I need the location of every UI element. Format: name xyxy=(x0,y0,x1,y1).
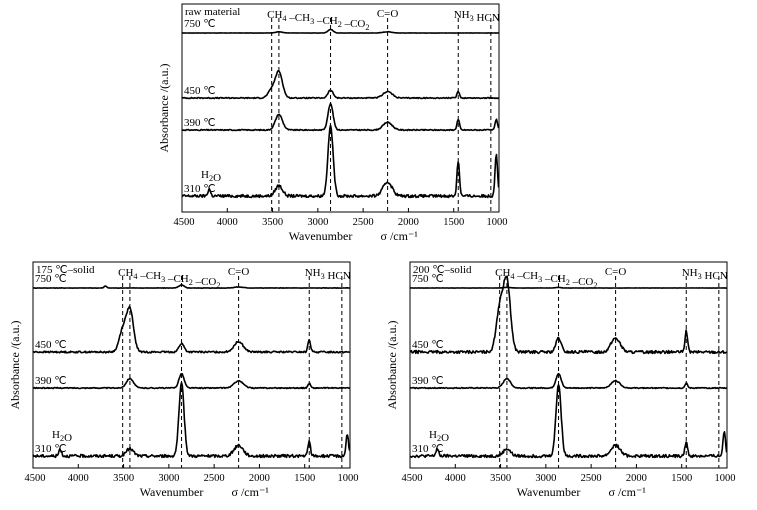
x-tick-label: 2500 xyxy=(581,473,602,484)
series-label: 450 ℃ xyxy=(35,339,67,351)
spectrum-line-3 xyxy=(409,372,728,390)
x-tick-label: 2500 xyxy=(204,473,225,484)
x-tick-label: 4500 xyxy=(25,473,46,484)
series-label: 310 ℃ xyxy=(184,183,216,195)
marker-label-co: C=O xyxy=(377,8,399,20)
series-label: 390 ℃ xyxy=(184,117,216,129)
spectrum-line-4 xyxy=(32,381,351,459)
plot-frame xyxy=(32,261,351,469)
x-tick-label: 1500 xyxy=(443,217,464,228)
y-axis-label: Absorbance /(a.u.) xyxy=(385,321,399,410)
x-tick-label: 4000 xyxy=(68,473,89,484)
x-axis-label: Wavenumber xyxy=(140,485,204,499)
x-tick-label: 1500 xyxy=(294,473,315,484)
y-axis-label: Absorbance /(a.u.) xyxy=(157,64,171,153)
series-label: 310 ℃ xyxy=(35,443,67,455)
x-tick-label: 1000 xyxy=(715,473,736,484)
marker-label-co: C=O xyxy=(228,266,250,278)
h2o-annotation: H2O xyxy=(429,429,449,444)
chart-panel-3: 4500 4000 3500 3000 2500 2000 1500 1000 Wavenumb… xyxy=(385,261,736,499)
x-tick-label: 2000 xyxy=(398,217,419,228)
spectrum-line-2 xyxy=(409,275,728,355)
marker-label-nh: NH3 HCN xyxy=(454,9,500,24)
x-tick-label: 2000 xyxy=(626,473,647,484)
x-axis-label: Wavenumber xyxy=(289,229,353,243)
x-tick-label: 2000 xyxy=(249,473,270,484)
spectrum-line-2 xyxy=(32,305,350,354)
marker-label-ch: CH4 –CH3 –CH2 –CO2 xyxy=(495,267,597,290)
series-label: 750 ℃ xyxy=(184,18,216,30)
h2o-annotation: H2O xyxy=(201,169,221,184)
y-axis-label: Absorbance /(a.u.) xyxy=(8,321,22,410)
series-label: 750 ℃ xyxy=(412,273,444,285)
marker-label-ch: CH4 –CH3 –CH2 –CO2 xyxy=(118,267,220,290)
x-axis-unit: σ /cm⁻¹ xyxy=(381,229,419,243)
panel-title: 200 ℃–solid xyxy=(413,264,472,276)
x-axis-unit: σ /cm⁻¹ xyxy=(609,485,647,499)
spectrum-line-2 xyxy=(181,69,499,100)
x-tick-label: 4000 xyxy=(217,217,238,228)
plot-frame xyxy=(409,261,728,469)
marker-label-nh: NH3 HCN xyxy=(305,267,351,282)
panel-title: raw material xyxy=(185,6,240,18)
x-tick-label: 4500 xyxy=(402,473,423,484)
series-label: 390 ℃ xyxy=(412,375,444,387)
x-tick-label: 3000 xyxy=(307,217,328,228)
spectrum-line-1 xyxy=(181,28,499,34)
series-label: 750 ℃ xyxy=(35,273,67,285)
x-tick-label: 3500 xyxy=(262,217,283,228)
x-tick-label: 3500 xyxy=(490,473,511,484)
spectrum-line-4 xyxy=(409,384,728,459)
x-axis-unit: σ /cm⁻¹ xyxy=(232,485,270,499)
chart-panel-1: 4500 4000 3500 3000 2500 2000 1500 1000 Wavenumb… xyxy=(157,3,508,243)
panel-title: 175 ℃–solid xyxy=(36,264,95,276)
marker-label-nh: NH3 HCN xyxy=(682,267,728,282)
x-tick-label: 3000 xyxy=(158,473,179,484)
series-label: 450 ℃ xyxy=(412,339,444,351)
x-tick-label: 3000 xyxy=(535,473,556,484)
x-tick-label: 2500 xyxy=(353,217,374,228)
marker-label-ch: CH4 –CH3 –CH2 –CO2 xyxy=(267,9,369,32)
x-tick-label: 3500 xyxy=(113,473,134,484)
x-tick-label: 1000 xyxy=(487,217,508,228)
chart-panel-2: 4500 4000 3500 3000 2500 2000 1500 1000 Wavenumb… xyxy=(8,261,359,499)
series-label: 310 ℃ xyxy=(412,443,444,455)
plot-frame xyxy=(181,3,500,213)
spectrum-line-3 xyxy=(32,373,350,390)
x-tick-label: 4500 xyxy=(174,217,195,228)
x-tick-label: 4000 xyxy=(445,473,466,484)
x-tick-label: 1000 xyxy=(338,473,359,484)
h2o-annotation: H2O xyxy=(52,429,72,444)
spectrum-line-4 xyxy=(181,124,500,199)
spectrum-line-1 xyxy=(32,284,350,289)
series-label: 450 ℃ xyxy=(184,85,216,97)
spectrum-line-1 xyxy=(409,286,727,289)
marker-label-co: C=O xyxy=(605,266,627,278)
x-axis-label: Wavenumber xyxy=(517,485,581,499)
series-label: 390 ℃ xyxy=(35,375,67,387)
spectrum-line-3 xyxy=(181,102,500,132)
x-tick-label: 1500 xyxy=(671,473,692,484)
